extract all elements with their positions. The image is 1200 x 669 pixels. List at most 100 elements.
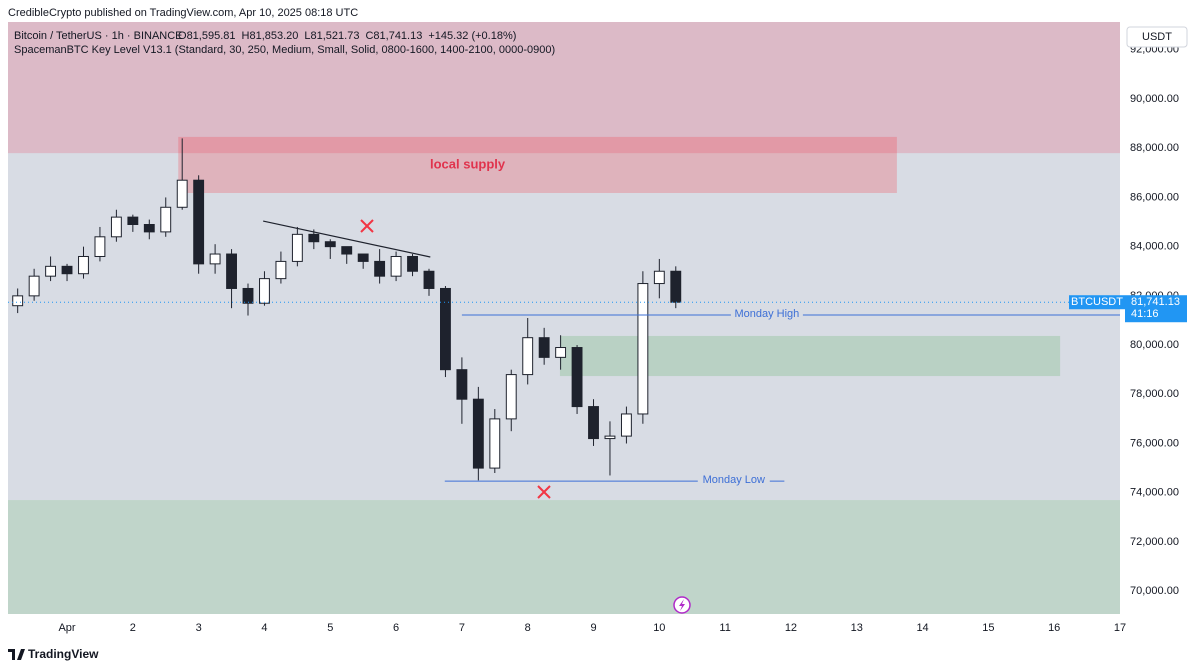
candle-body — [505, 374, 517, 420]
zone — [559, 335, 1061, 377]
candle-body — [555, 347, 567, 358]
price-tag-bg — [1125, 295, 1187, 323]
x-tick-label: 6 — [393, 622, 399, 634]
candle-body — [357, 253, 369, 262]
y-tick-label: 88,000.00 — [1130, 142, 1179, 154]
candle-body — [127, 216, 139, 226]
candle-body — [160, 206, 172, 233]
y-tick-label: 80,000.00 — [1130, 339, 1179, 351]
x-tick-label: 14 — [916, 622, 928, 634]
y-tick-label: 86,000.00 — [1130, 191, 1179, 203]
candle-body — [291, 233, 303, 262]
candle-body — [456, 369, 468, 400]
ohlc-values: O81,595.81 H81,853.20 L81,521.73 C81,741.13… — [178, 30, 516, 42]
candle-body — [324, 241, 336, 248]
candle-body — [143, 224, 155, 233]
candle-body — [341, 246, 353, 255]
x-tick-label: 10 — [653, 622, 665, 634]
candle-body — [670, 270, 682, 303]
x-tick-label: 13 — [851, 622, 863, 634]
price-tag-label: 81,741.13 — [1131, 296, 1180, 308]
axes: 70,000.00 72,000.00 74,000.00 76,000.00 78,0… — [58, 44, 1178, 634]
candles — [12, 138, 682, 481]
x-tick-label: 4 — [261, 622, 267, 634]
candle-body — [620, 413, 632, 437]
candle-body — [226, 253, 237, 289]
x-tick-label: 16 — [1048, 622, 1060, 634]
x-tick-label: 2 — [130, 622, 136, 634]
x-tick-label: 8 — [525, 622, 531, 634]
x-tick-label: Apr — [58, 622, 75, 634]
candle-body — [193, 179, 205, 265]
level-label: Monday Low — [703, 474, 765, 486]
symbol-tag: BTCUSDT — [1071, 296, 1123, 308]
symbol-tag-bg — [1069, 295, 1125, 310]
brand: TradingView — [28, 647, 99, 661]
candle-body — [571, 347, 583, 408]
time-axis — [0, 614, 1200, 640]
symbol-info: Bitcoin / TetherUS · 1h · BINANCE — [14, 30, 183, 42]
x-mark — [537, 485, 551, 499]
candle-body — [12, 295, 24, 307]
y-tick-label: 90,000.00 — [1130, 93, 1179, 105]
y-tick-label: 70,000.00 — [1130, 585, 1179, 597]
zone-label: local supply — [430, 156, 506, 171]
candle-body — [94, 236, 106, 257]
candle-body — [242, 287, 254, 304]
level-label-bg — [697, 474, 770, 487]
ohlc-value: 81,595.81 — [187, 30, 236, 42]
candle-body — [604, 435, 616, 440]
ohlc-value: 81,741.13 — [373, 30, 422, 42]
candle-body — [374, 260, 386, 277]
trendline — [263, 220, 431, 258]
ohlc-key: O — [178, 30, 187, 42]
candle-body — [440, 287, 451, 371]
y-tick-label: 76,000.00 — [1130, 437, 1179, 449]
ohlc-change: +145.32 (+0.18%) — [428, 30, 516, 42]
x-mark — [360, 219, 374, 233]
x-tick-label: 11 — [719, 622, 730, 634]
candle-body — [176, 179, 188, 208]
candle-body — [522, 337, 534, 376]
level-label: Monday High — [734, 308, 799, 320]
x-tick-label: 12 — [785, 622, 797, 634]
currency-button[interactable] — [1126, 26, 1188, 48]
zone — [8, 500, 1120, 614]
legend-header: Bitcoin / TetherUS · 1h · BINANCE O81,59… — [14, 30, 555, 56]
candle-body — [390, 255, 402, 277]
countdown: 41:16 — [1131, 308, 1159, 320]
candle-body — [407, 255, 418, 272]
y-tick-label: 84,000.00 — [1130, 241, 1179, 253]
currency-label[interactable]: USDT — [1142, 31, 1172, 43]
candle-body — [423, 270, 435, 289]
x-tick-label: 5 — [327, 622, 333, 634]
logo — [8, 649, 25, 660]
x-tick-label: 9 — [590, 622, 596, 634]
y-tick-label: 78,000.00 — [1130, 388, 1179, 400]
x-tick-label: 15 — [982, 622, 994, 634]
candle-body — [588, 406, 599, 440]
candle-body — [45, 265, 57, 277]
y-tick-label: 74,000.00 — [1130, 487, 1179, 499]
zone — [8, 22, 1120, 154]
published-line: CredibleCrypto published on TradingView.… — [8, 7, 358, 19]
ohlc-key: C — [365, 30, 373, 42]
x-tick-label: 17 — [1114, 622, 1126, 634]
level-label-bg — [730, 308, 803, 321]
ohlc-value: 81,521.73 — [311, 30, 360, 42]
candle-body — [637, 283, 649, 415]
footer: TradingView — [8, 647, 99, 661]
candle-body — [209, 253, 221, 265]
ohlc-key: H — [242, 30, 250, 42]
x-tick-label: 7 — [459, 622, 465, 634]
chart-pane — [8, 22, 1120, 614]
zone — [178, 136, 897, 194]
candle-body — [275, 260, 287, 280]
candle-body — [489, 418, 501, 469]
candle-body — [78, 255, 89, 275]
candle-body — [110, 216, 122, 238]
candle-body — [259, 278, 270, 304]
event-icon — [673, 596, 691, 614]
